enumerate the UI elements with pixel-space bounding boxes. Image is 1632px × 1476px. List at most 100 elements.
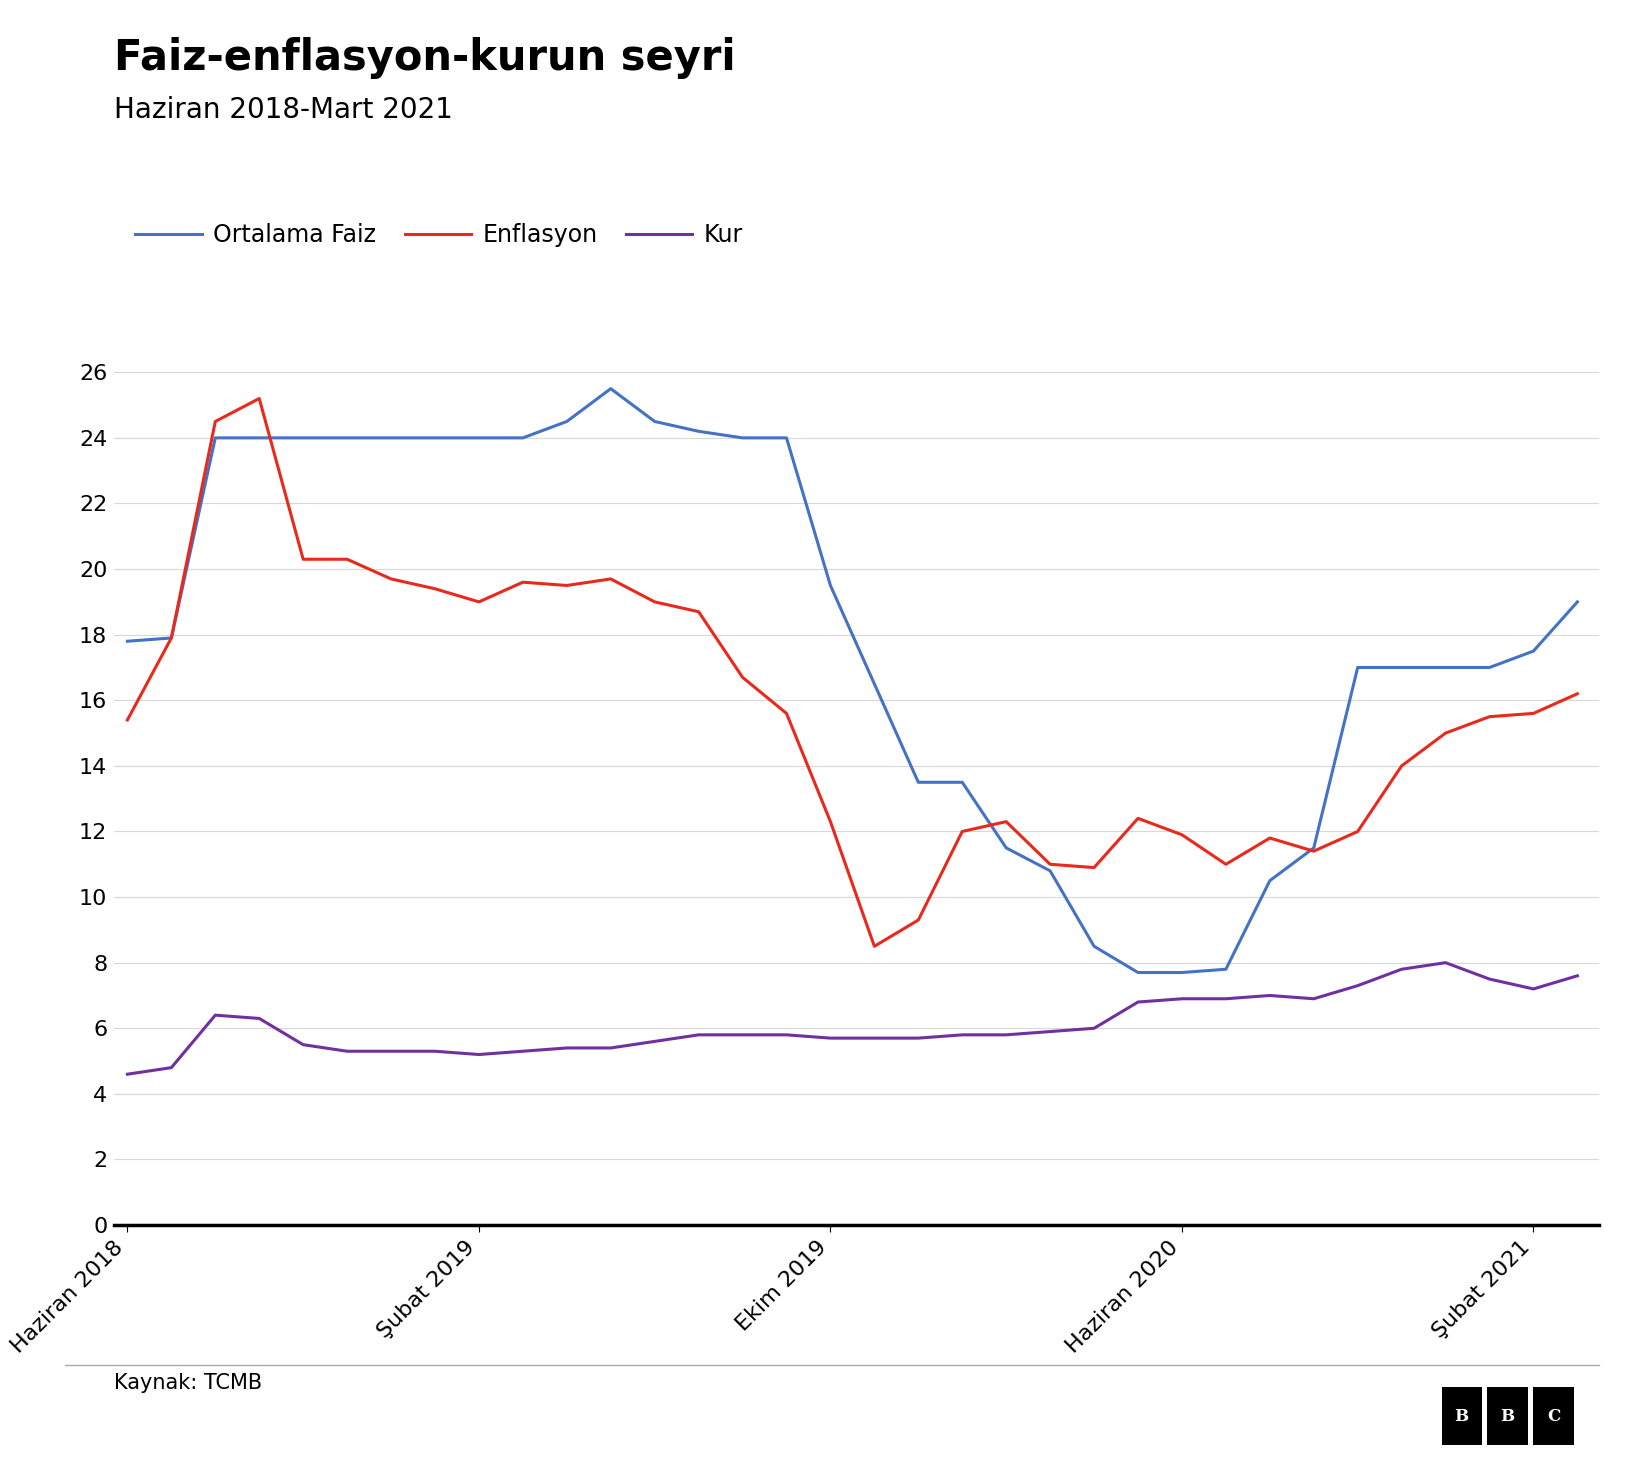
Enflasyon <box>1304 843 1324 861</box>
Kur <box>821 1029 840 1046</box>
Ortalama Faiz <box>1128 964 1147 982</box>
Kur <box>468 1045 488 1063</box>
Enflasyon <box>512 573 532 590</box>
Ortalama Faiz <box>426 430 446 447</box>
Ortalama Faiz <box>601 379 620 397</box>
Kur <box>1172 990 1191 1008</box>
Kur <box>1304 990 1324 1008</box>
Ortalama Faiz <box>250 430 269 447</box>
Ortalama Faiz <box>733 430 752 447</box>
Ortalama Faiz <box>1040 862 1059 880</box>
Text: B: B <box>1454 1408 1469 1424</box>
Enflasyon <box>601 570 620 587</box>
Ortalama Faiz <box>206 430 225 447</box>
Line: Enflasyon: Enflasyon <box>127 399 1578 946</box>
Ortalama Faiz <box>1436 658 1456 676</box>
Enflasyon <box>953 822 973 840</box>
Kur <box>997 1026 1017 1044</box>
Ortalama Faiz <box>953 773 973 791</box>
Kur <box>250 1010 269 1027</box>
Enflasyon <box>821 813 840 831</box>
Enflasyon <box>733 669 752 686</box>
Enflasyon <box>1348 822 1368 840</box>
Kur <box>338 1042 357 1060</box>
Ortalama Faiz <box>909 773 929 791</box>
Kur <box>1084 1020 1103 1038</box>
FancyBboxPatch shape <box>1487 1387 1528 1445</box>
Enflasyon <box>426 580 446 598</box>
Ortalama Faiz <box>1392 658 1412 676</box>
Enflasyon <box>1524 704 1544 722</box>
Ortalama Faiz <box>162 629 181 646</box>
Enflasyon <box>689 602 708 620</box>
Enflasyon <box>468 593 488 611</box>
Ortalama Faiz <box>468 430 488 447</box>
Kur <box>733 1026 752 1044</box>
Ortalama Faiz <box>557 413 576 431</box>
Kur <box>1524 980 1544 998</box>
Ortalama Faiz <box>1348 658 1368 676</box>
Enflasyon <box>250 390 269 407</box>
Ortalama Faiz <box>1172 964 1191 982</box>
Enflasyon <box>865 937 885 955</box>
Kur <box>426 1042 446 1060</box>
Kur <box>953 1026 973 1044</box>
Kur <box>1040 1023 1059 1041</box>
Enflasyon <box>777 704 796 722</box>
Kur <box>294 1036 313 1054</box>
Ortalama Faiz <box>1260 872 1279 890</box>
Line: Kur: Kur <box>127 962 1578 1075</box>
Ortalama Faiz <box>1480 658 1500 676</box>
Text: Faiz-enflasyon-kurun seyri: Faiz-enflasyon-kurun seyri <box>114 37 736 78</box>
Kur <box>777 1026 796 1044</box>
Line: Ortalama Faiz: Ortalama Faiz <box>127 388 1578 973</box>
Kur <box>1128 993 1147 1011</box>
Text: Kaynak: TCMB: Kaynak: TCMB <box>114 1373 263 1393</box>
Kur <box>118 1066 137 1083</box>
Kur <box>512 1042 532 1060</box>
Kur <box>382 1042 401 1060</box>
Ortalama Faiz <box>294 430 313 447</box>
Text: C: C <box>1547 1408 1560 1424</box>
Kur <box>1480 970 1500 987</box>
Enflasyon <box>338 551 357 568</box>
Enflasyon <box>997 813 1017 831</box>
Kur <box>689 1026 708 1044</box>
Ortalama Faiz <box>382 430 401 447</box>
Ortalama Faiz <box>512 430 532 447</box>
Enflasyon <box>1084 859 1103 877</box>
Ortalama Faiz <box>645 413 664 431</box>
Enflasyon <box>557 577 576 595</box>
Enflasyon <box>118 711 137 729</box>
Enflasyon <box>1260 830 1279 847</box>
Ortalama Faiz <box>118 632 137 649</box>
Text: B: B <box>1500 1408 1514 1424</box>
Kur <box>909 1029 929 1046</box>
Ortalama Faiz <box>1304 838 1324 856</box>
Enflasyon <box>382 570 401 587</box>
Enflasyon <box>1480 708 1500 726</box>
Kur <box>206 1007 225 1024</box>
Kur <box>1348 977 1368 995</box>
Ortalama Faiz <box>1084 937 1103 955</box>
Kur <box>1392 961 1412 979</box>
Enflasyon <box>162 629 181 646</box>
Ortalama Faiz <box>1568 593 1588 611</box>
Ortalama Faiz <box>821 577 840 595</box>
Kur <box>601 1039 620 1057</box>
Enflasyon <box>1392 757 1412 775</box>
Ortalama Faiz <box>1524 642 1544 660</box>
FancyBboxPatch shape <box>1441 1387 1482 1445</box>
Enflasyon <box>1568 685 1588 703</box>
Ortalama Faiz <box>689 422 708 440</box>
Enflasyon <box>294 551 313 568</box>
Enflasyon <box>909 911 929 928</box>
Ortalama Faiz <box>1216 961 1235 979</box>
Enflasyon <box>645 593 664 611</box>
Legend: Ortalama Faiz, Enflasyon, Kur: Ortalama Faiz, Enflasyon, Kur <box>126 214 752 257</box>
Text: Haziran 2018-Mart 2021: Haziran 2018-Mart 2021 <box>114 96 454 124</box>
Ortalama Faiz <box>777 430 796 447</box>
Kur <box>865 1029 885 1046</box>
Enflasyon <box>1128 809 1147 827</box>
Kur <box>1568 967 1588 984</box>
